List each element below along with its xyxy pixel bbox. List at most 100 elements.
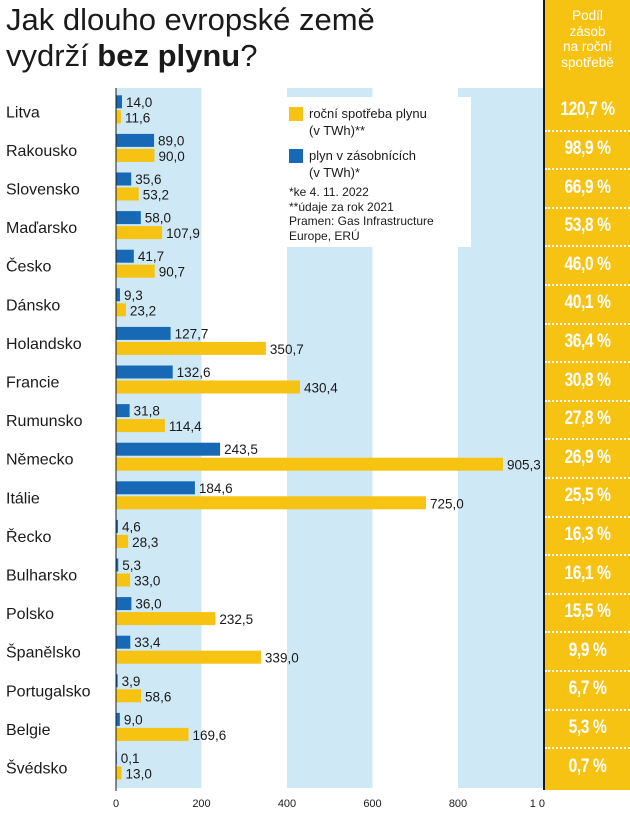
share-header-line-1: Podíl <box>572 8 603 23</box>
storage-bar-3 <box>116 172 132 186</box>
share-separator-12 <box>545 554 630 557</box>
consumption-value-label-10: 905,3 <box>507 458 541 473</box>
country-label-15: Španělsko <box>6 643 81 662</box>
country-label-6: Dánsko <box>6 297 60 314</box>
country-label-12: Řecko <box>6 527 51 546</box>
storage-value-label-3: 35,6 <box>135 172 161 187</box>
country-label-9: Rumunsko <box>6 413 83 430</box>
consumption-bar-2 <box>116 148 155 162</box>
country-label-3: Slovensko <box>6 182 80 199</box>
share-value-18: 0,7 % <box>568 755 607 777</box>
storage-value-label-15: 33,4 <box>134 635 161 650</box>
consumption-bar-17 <box>116 727 189 741</box>
country-label-18: Švédsko <box>6 759 67 778</box>
consumption-value-label-2: 90,0 <box>158 149 184 164</box>
consumption-value-label-5: 90,7 <box>159 265 185 280</box>
consumption-value-label-12: 28,3 <box>132 535 158 550</box>
consumption-value-label-4: 107,9 <box>166 226 200 241</box>
storage-bar-11 <box>116 481 195 495</box>
share-value-5: 46,0 % <box>564 253 611 275</box>
consumption-value-label-3: 53,2 <box>143 188 169 203</box>
value-labels: 14,011,6 89,090,0 35,653,2 58,0107,941,790,… <box>121 95 541 782</box>
consumption-value-label-7: 350,7 <box>270 342 304 357</box>
legend-consumption-line-2: (v TWh)** <box>309 123 366 138</box>
note-source-1: Pramen: Gas Infrastructure <box>289 214 434 228</box>
storage-bar-4 <box>116 211 141 225</box>
consumption-value-label-17: 169,6 <box>193 728 227 743</box>
share-separator-16 <box>545 708 630 711</box>
grid-band-1 <box>116 88 202 788</box>
storage-value-label-7: 127,7 <box>175 326 209 341</box>
legend: roční spotřeba plynu (v TWh)** plyn v zá… <box>283 97 471 247</box>
country-label-1: Litva <box>6 104 40 121</box>
share-value-2: 98,9 % <box>564 137 611 159</box>
x-tick-label-2: 200 <box>192 798 210 810</box>
share-value-12: 16,3 % <box>564 523 611 545</box>
consumption-value-label-16: 58,6 <box>145 689 171 704</box>
country-label-7: Holandsko <box>6 336 82 353</box>
note-source-2: Europe, ERÚ <box>289 228 360 243</box>
storage-value-label-13: 5,3 <box>122 558 141 573</box>
country-label-2: Rakousko <box>6 143 77 160</box>
share-header-line-3: na roční <box>563 39 612 54</box>
storage-bar-6 <box>116 288 120 302</box>
storage-bar-2 <box>116 133 155 147</box>
share-separator-14 <box>545 631 630 634</box>
share-separator-9 <box>545 438 630 441</box>
x-tick-label-6: 1 000 <box>530 798 545 810</box>
share-value-16: 6,7 % <box>568 678 607 700</box>
storage-value-label-6: 9,3 <box>124 288 143 303</box>
share-separator-1 <box>545 129 630 132</box>
storage-bar-15 <box>116 635 131 649</box>
storage-value-label-14: 36,0 <box>135 597 161 612</box>
storage-value-label-5: 41,7 <box>138 249 164 264</box>
storage-value-label-16: 3,9 <box>122 674 141 689</box>
title-line-2-start: vydrží <box>6 38 98 73</box>
storage-bar-1 <box>116 95 122 109</box>
storage-bar-17 <box>116 712 120 726</box>
share-column-header: Podíl zásob na roční spotřebě <box>545 8 630 70</box>
country-label-17: Belgie <box>6 722 51 739</box>
title-line-1: Jak dlouho evropské země <box>6 2 375 37</box>
consumption-bar-18 <box>116 766 122 780</box>
share-value-1: 120,7 % <box>560 99 615 121</box>
legend-storage-line-2: (v TWh)* <box>309 165 361 180</box>
storage-bar-5 <box>116 249 134 263</box>
consumption-bar-1 <box>116 110 121 124</box>
storage-value-label-10: 243,5 <box>224 442 258 457</box>
share-value-15: 9,9 % <box>568 639 607 661</box>
country-label-4: Maďarsko <box>6 220 77 237</box>
title-emphasis: bez plynu <box>97 38 241 73</box>
country-label-5: Česko <box>6 257 51 276</box>
consumption-value-label-11: 725,0 <box>430 496 464 511</box>
storage-bar-13 <box>116 558 119 572</box>
storage-bar-12 <box>116 519 118 533</box>
consumption-bar-7 <box>116 341 266 355</box>
country-label-11: Itálie <box>6 490 40 507</box>
storage-value-label-9: 31,8 <box>134 404 160 419</box>
consumption-bar-13 <box>116 573 131 587</box>
consumption-value-label-13: 33,0 <box>134 574 160 589</box>
country-label-8: Francie <box>6 375 59 392</box>
title-line-2-end: ? <box>240 38 258 73</box>
country-label-13: Bulharsko <box>6 568 77 585</box>
note-storage-date: *ke 4. 11. 2022 <box>289 185 369 199</box>
share-separator-5 <box>545 284 630 286</box>
share-value-10: 26,9 % <box>564 446 611 468</box>
consumption-value-label-9: 114,4 <box>169 419 202 434</box>
storage-value-label-12: 4,6 <box>122 519 141 534</box>
share-value-6: 40,1 % <box>564 292 611 314</box>
storage-bar-14 <box>116 597 132 611</box>
share-value-13: 16,1 % <box>564 562 611 584</box>
consumption-bar-14 <box>116 612 216 626</box>
share-separator-8 <box>545 399 630 402</box>
share-value-8: 30,8 % <box>564 369 611 391</box>
share-separator-6 <box>545 322 630 325</box>
consumption-bar-16 <box>116 689 142 703</box>
bars <box>116 95 504 780</box>
x-tick-label-3: 400 <box>278 798 296 810</box>
storage-value-label-18: 0,1 <box>121 751 140 766</box>
share-value-4: 53,8 % <box>564 215 611 237</box>
consumption-bar-4 <box>116 226 163 240</box>
chart-title: Jak dlouho evropské země vydrží bez plyn… <box>6 2 536 74</box>
